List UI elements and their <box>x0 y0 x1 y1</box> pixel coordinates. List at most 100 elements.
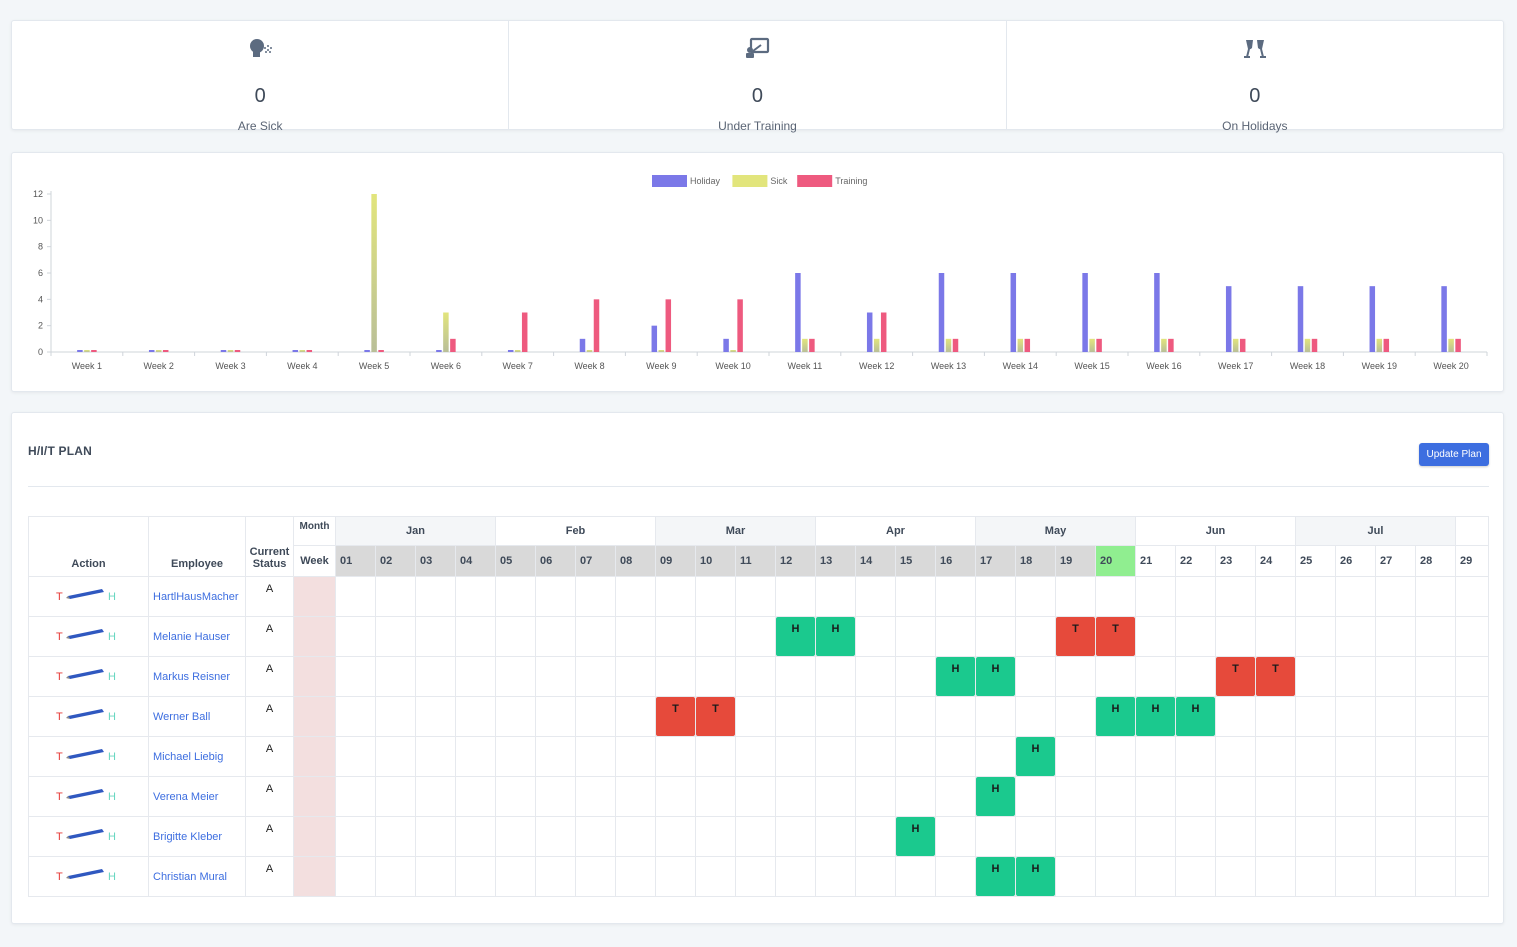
week-cell[interactable] <box>455 616 496 657</box>
week-cell[interactable] <box>1295 736 1336 777</box>
edit-pen-icon[interactable] <box>66 867 106 879</box>
week-cell[interactable]: H <box>775 616 816 657</box>
week-cell[interactable] <box>1255 616 1296 657</box>
week-cell[interactable] <box>1095 736 1136 777</box>
week-cell[interactable] <box>415 816 456 857</box>
week-cell[interactable] <box>1415 736 1456 777</box>
set-holiday-button[interactable]: H <box>108 791 116 803</box>
week-cell[interactable] <box>1175 856 1216 897</box>
week-cell[interactable] <box>895 616 936 657</box>
week-cell[interactable] <box>935 776 976 817</box>
week-cell[interactable] <box>975 736 1016 777</box>
week-cell[interactable] <box>855 816 896 857</box>
week-cell[interactable] <box>455 736 496 777</box>
week-cell[interactable] <box>1375 576 1416 617</box>
holiday-block[interactable]: H <box>1176 697 1215 736</box>
week-cell[interactable] <box>1375 856 1416 897</box>
week-cell[interactable] <box>775 656 816 697</box>
week-cell[interactable] <box>735 616 776 657</box>
week-cell[interactable] <box>655 616 696 657</box>
week-cell[interactable] <box>1255 736 1296 777</box>
holiday-block[interactable]: H <box>976 857 1015 896</box>
week-cell[interactable] <box>495 576 536 617</box>
set-training-button[interactable]: T <box>56 591 63 603</box>
week-cell[interactable] <box>1255 776 1296 817</box>
week-cell[interactable] <box>1175 816 1216 857</box>
week-cell[interactable] <box>655 576 696 617</box>
training-block[interactable]: T <box>1216 657 1255 696</box>
employee-link[interactable]: HartlHausMacher <box>148 576 246 617</box>
holiday-block[interactable]: H <box>896 817 935 856</box>
set-training-button[interactable]: T <box>56 671 63 683</box>
week-cell[interactable] <box>1055 856 1096 897</box>
week-cell[interactable] <box>1455 656 1489 697</box>
holiday-block[interactable]: H <box>1016 737 1055 776</box>
week-cell[interactable] <box>335 656 376 697</box>
week-cell[interactable] <box>535 816 576 857</box>
week-cell[interactable]: H <box>1095 696 1136 737</box>
week-cell[interactable] <box>1055 816 1096 857</box>
week-cell[interactable] <box>1335 576 1376 617</box>
set-training-button[interactable]: T <box>56 791 63 803</box>
week-cell[interactable] <box>455 656 496 697</box>
week-cell[interactable] <box>335 816 376 857</box>
set-training-button[interactable]: T <box>56 711 63 723</box>
week-cell[interactable] <box>535 856 576 897</box>
week-cell[interactable] <box>1295 616 1336 657</box>
week-cell[interactable] <box>1095 656 1136 697</box>
week-cell[interactable] <box>1415 776 1456 817</box>
holiday-block[interactable]: H <box>936 657 975 696</box>
set-holiday-button[interactable]: H <box>108 671 116 683</box>
week-cell[interactable]: H <box>815 616 856 657</box>
week-cell[interactable] <box>935 576 976 617</box>
week-cell[interactable] <box>535 656 576 697</box>
week-cell[interactable] <box>1335 616 1376 657</box>
week-cell[interactable] <box>735 736 776 777</box>
week-cell[interactable] <box>1375 696 1416 737</box>
week-cell[interactable] <box>495 736 536 777</box>
week-cell[interactable] <box>1055 696 1096 737</box>
week-cell[interactable] <box>855 616 896 657</box>
set-training-button[interactable]: T <box>56 871 63 883</box>
set-training-button[interactable]: T <box>56 751 63 763</box>
week-cell[interactable] <box>975 696 1016 737</box>
employee-link[interactable]: Brigitte Kleber <box>148 816 246 857</box>
week-cell[interactable] <box>335 776 376 817</box>
week-cell[interactable] <box>1175 616 1216 657</box>
week-cell[interactable] <box>535 776 576 817</box>
week-cell[interactable] <box>495 656 536 697</box>
week-cell[interactable] <box>415 656 456 697</box>
set-holiday-button[interactable]: H <box>108 831 116 843</box>
week-cell[interactable]: T <box>1055 616 1096 657</box>
week-cell[interactable] <box>895 856 936 897</box>
holiday-block[interactable]: H <box>1136 697 1175 736</box>
employee-link[interactable]: Christian Mural <box>148 856 246 897</box>
week-cell[interactable] <box>1455 696 1489 737</box>
week-cell[interactable] <box>1295 856 1336 897</box>
week-cell[interactable] <box>1255 856 1296 897</box>
week-cell[interactable] <box>775 856 816 897</box>
week-cell[interactable] <box>575 696 616 737</box>
week-cell[interactable] <box>415 776 456 817</box>
week-cell[interactable] <box>1215 736 1256 777</box>
training-block[interactable]: T <box>696 697 735 736</box>
week-cell[interactable] <box>535 736 576 777</box>
week-cell[interactable] <box>1015 696 1056 737</box>
week-cell[interactable] <box>1415 616 1456 657</box>
week-cell[interactable] <box>655 656 696 697</box>
week-cell[interactable] <box>335 736 376 777</box>
edit-pen-icon[interactable] <box>66 827 106 839</box>
week-cell[interactable] <box>1415 696 1456 737</box>
week-cell[interactable] <box>615 656 656 697</box>
week-cell[interactable] <box>1295 696 1336 737</box>
week-cell[interactable] <box>655 776 696 817</box>
week-cell[interactable] <box>1375 776 1416 817</box>
week-cell[interactable] <box>735 656 776 697</box>
week-cell[interactable] <box>1135 656 1176 697</box>
holiday-block[interactable]: H <box>816 617 855 656</box>
set-training-button[interactable]: T <box>56 631 63 643</box>
week-cell[interactable] <box>855 576 896 617</box>
week-cell[interactable] <box>1175 736 1216 777</box>
week-cell[interactable] <box>1415 656 1456 697</box>
week-cell[interactable] <box>575 776 616 817</box>
